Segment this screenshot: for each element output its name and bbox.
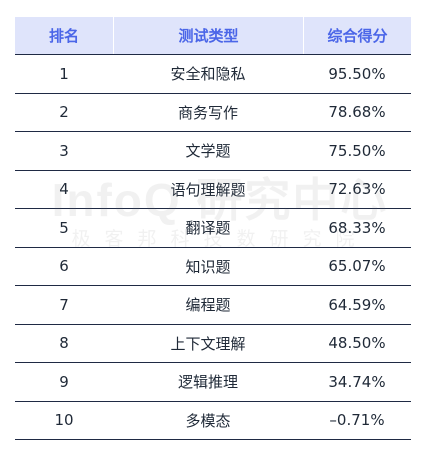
rank-cell: 8 xyxy=(59,334,69,353)
score-cell: 65.07% xyxy=(328,257,386,276)
rank-cell: 10 xyxy=(54,411,74,430)
test-type-cell: 多模态 xyxy=(185,411,231,430)
rank-cell: 2 xyxy=(59,103,69,122)
rank-cell: 9 xyxy=(59,372,69,391)
score-cell: 48.50% xyxy=(328,334,386,353)
test-type-cell: 文学题 xyxy=(185,142,231,161)
score-cell: 68.33% xyxy=(328,218,386,237)
table-row: 4 语句理解题 72.63% xyxy=(15,171,411,209)
test-type-cell: 编程题 xyxy=(185,296,231,315)
test-type-cell: 翻译题 xyxy=(185,219,231,238)
score-cell: 72.63% xyxy=(328,180,386,199)
table-header-row: 排名 测试类型 综合得分 xyxy=(15,17,411,55)
ranking-table: 排名 测试类型 综合得分 1 安全和隐私 95.50% 2 商务写作 78.68% 3 文学题… xyxy=(15,17,411,440)
rank-cell: 7 xyxy=(59,295,69,314)
rank-cell: 5 xyxy=(59,218,69,237)
rank-cell: 6 xyxy=(59,257,69,276)
header-test-type: 测试类型 xyxy=(113,17,303,54)
score-cell: 34.74% xyxy=(328,372,386,391)
table-row: 6 知识题 65.07% xyxy=(15,248,411,286)
score-cell: 64.59% xyxy=(328,295,386,314)
test-type-cell: 语句理解题 xyxy=(170,180,246,199)
table-row: 9 逻辑推理 34.74% xyxy=(15,363,411,402)
test-type-cell: 上下文理解 xyxy=(170,334,246,353)
test-type-cell: 知识题 xyxy=(185,257,231,276)
table-row: 8 上下文理解 48.50% xyxy=(15,325,411,363)
rank-cell: 4 xyxy=(59,180,69,199)
rank-cell: 1 xyxy=(59,64,69,83)
test-type-cell: 商务写作 xyxy=(177,103,238,122)
table-row: 5 翻译题 68.33% xyxy=(15,209,411,248)
table-body: 1 安全和隐私 95.50% 2 商务写作 78.68% 3 文学题 75.50% 4 语句理解题 7… xyxy=(15,55,411,440)
header-score: 综合得分 xyxy=(303,17,411,54)
table-row: 7 编程题 64.59% xyxy=(15,286,411,325)
test-type-cell: 安全和隐私 xyxy=(170,65,246,84)
score-cell: –0.71% xyxy=(329,411,385,430)
table-row: 3 文学题 75.50% xyxy=(15,132,411,171)
header-rank: 排名 xyxy=(48,27,79,45)
rank-cell: 3 xyxy=(59,141,69,160)
score-cell: 75.50% xyxy=(328,141,386,160)
table-row: 1 安全和隐私 95.50% xyxy=(15,55,411,94)
table-row: 10 多模态 –0.71% xyxy=(15,402,411,440)
score-cell: 78.68% xyxy=(328,103,386,122)
score-cell: 95.50% xyxy=(328,64,386,83)
table-row: 2 商务写作 78.68% xyxy=(15,94,411,132)
test-type-cell: 逻辑推理 xyxy=(177,373,238,392)
